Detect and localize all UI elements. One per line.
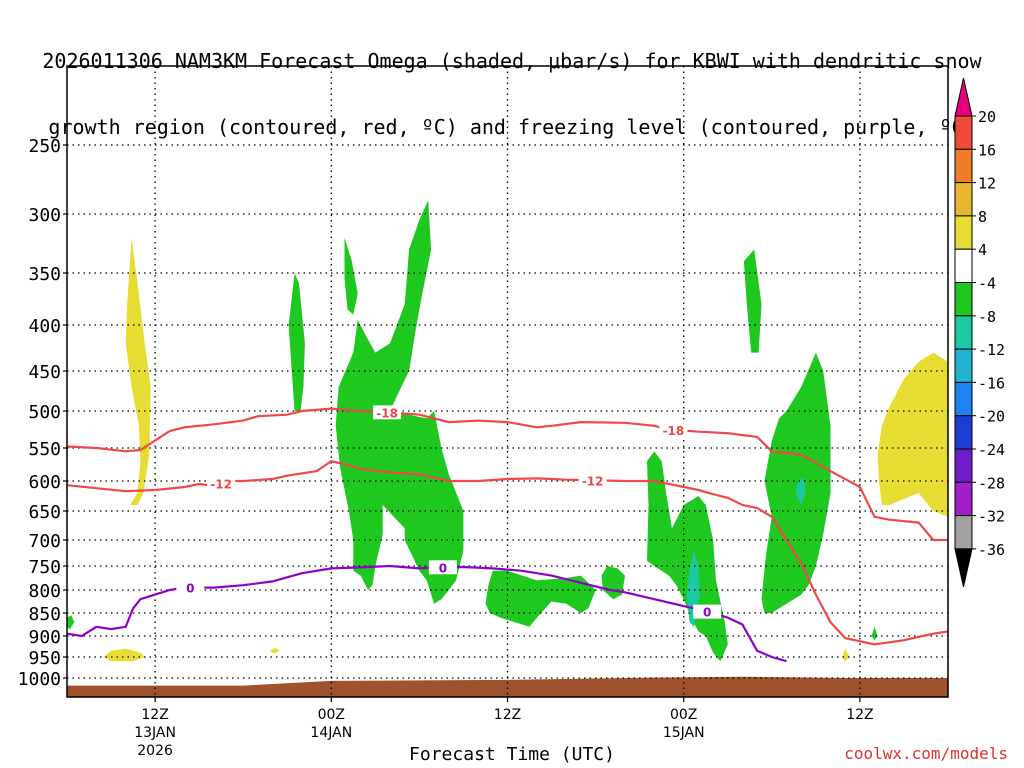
credit-text: coolwx.com/models bbox=[844, 744, 1008, 763]
y-tick-label: 600 bbox=[28, 472, 61, 493]
contour-label-bg bbox=[176, 580, 205, 595]
contour-label-bg bbox=[659, 422, 688, 437]
omega-shaded-region bbox=[877, 352, 948, 517]
omega-shaded-region bbox=[269, 647, 280, 654]
contour-line bbox=[66, 407, 948, 542]
colorbar-segment bbox=[954, 481, 973, 517]
colorbar-label: -8 bbox=[978, 308, 996, 326]
colorbar-label: 12 bbox=[978, 175, 996, 193]
colorbar-label: -36 bbox=[978, 541, 1005, 559]
contour-label-bg bbox=[693, 604, 722, 619]
x-tick-date: 15JAN bbox=[663, 725, 705, 741]
y-tick-label: 650 bbox=[28, 502, 61, 523]
contour-label: -18 bbox=[663, 424, 685, 438]
x-tick-label: 00Z bbox=[670, 707, 697, 723]
colorbar-segment bbox=[954, 148, 973, 184]
omega-shaded-region bbox=[103, 648, 145, 662]
omega-shaded-region bbox=[842, 648, 850, 662]
colorbar-label: -28 bbox=[978, 474, 1005, 492]
omega-shaded-region bbox=[344, 237, 358, 315]
omega-shaded-region bbox=[288, 273, 305, 411]
colorbar-segment bbox=[954, 182, 973, 217]
omega-shaded-region bbox=[743, 249, 762, 353]
y-tick-label: 750 bbox=[28, 557, 61, 578]
y-tick-label: 550 bbox=[28, 439, 61, 460]
y-tick-label: 250 bbox=[28, 136, 61, 157]
omega-shaded-region bbox=[485, 570, 596, 627]
y-tick-label: 950 bbox=[28, 648, 61, 669]
contour-label: 0 bbox=[439, 561, 447, 575]
colorbar-label: -16 bbox=[978, 374, 1005, 392]
contour-label-bg bbox=[373, 405, 402, 420]
colorbar-label: 20 bbox=[978, 108, 996, 126]
omega-shaded-region bbox=[871, 626, 878, 641]
x-tick-date: 13JAN bbox=[134, 725, 176, 741]
y-tick-label: 450 bbox=[28, 362, 61, 383]
omega-shaded-region bbox=[795, 477, 806, 505]
contour-label: 0 bbox=[186, 582, 194, 596]
colorbar-bottom-arrow bbox=[954, 548, 973, 588]
colorbar-label: 4 bbox=[978, 241, 987, 259]
terrain-ground bbox=[67, 676, 948, 697]
contour-label-bg bbox=[428, 560, 457, 575]
y-tick-label: 300 bbox=[28, 205, 61, 226]
colorbar-label: 16 bbox=[978, 141, 996, 159]
x-tick-label: 12Z bbox=[494, 707, 521, 723]
omega-shaded-region bbox=[125, 237, 151, 505]
colorbar-label: -20 bbox=[978, 408, 1005, 426]
contour-label: -18 bbox=[376, 406, 398, 420]
colorbar-label: -24 bbox=[978, 441, 1005, 459]
contour-label: -12 bbox=[582, 474, 604, 488]
colorbar-segment bbox=[954, 315, 973, 350]
colorbar-label: -12 bbox=[978, 341, 1005, 359]
colorbar-segment bbox=[954, 515, 973, 550]
omega-shaded-region bbox=[601, 566, 625, 600]
x-tick-label: 00Z bbox=[318, 707, 345, 723]
y-tick-label: 900 bbox=[28, 627, 61, 648]
colorbar-label: -4 bbox=[978, 275, 996, 293]
colorbar-segment bbox=[954, 348, 973, 383]
y-tick-label: 1000 bbox=[18, 669, 61, 690]
omega-shaded-region bbox=[761, 352, 831, 613]
contour-label: -12 bbox=[210, 477, 232, 491]
y-tick-label: 850 bbox=[28, 604, 61, 625]
colorbar-segment bbox=[954, 248, 973, 283]
x-tick-label: 12Z bbox=[846, 707, 873, 723]
colorbar-top-arrow bbox=[954, 77, 973, 117]
colorbar-segment bbox=[954, 448, 973, 483]
y-tick-label: 500 bbox=[28, 402, 61, 423]
y-tick-label: 350 bbox=[28, 264, 61, 285]
colorbar-segment bbox=[954, 415, 973, 450]
omega-shaded-region bbox=[67, 615, 75, 630]
y-tick-label: 400 bbox=[28, 316, 61, 337]
colorbar-label: -32 bbox=[978, 508, 1005, 526]
omega-shaded-region bbox=[335, 200, 464, 604]
contour-label-bg bbox=[207, 476, 236, 491]
y-tick-label: 700 bbox=[28, 531, 61, 552]
colorbar-segment bbox=[954, 381, 973, 417]
colorbar-label: 8 bbox=[978, 208, 987, 226]
colorbar-segment bbox=[954, 282, 973, 317]
colorbar-segment bbox=[954, 215, 973, 250]
y-tick-label: 800 bbox=[28, 581, 61, 602]
contour-label-bg bbox=[578, 473, 607, 488]
chart-title-line2: growth region (contoured, red, ºC) and f… bbox=[48, 115, 976, 139]
x-axis-label: Forecast Time (UTC) bbox=[409, 744, 615, 765]
x-tick-label: 12Z bbox=[141, 707, 168, 723]
contour-label: 0 bbox=[703, 606, 711, 620]
x-tick-year: 2026 bbox=[137, 743, 173, 759]
colorbar-segment bbox=[954, 115, 973, 150]
x-tick-date: 14JAN bbox=[310, 725, 352, 741]
